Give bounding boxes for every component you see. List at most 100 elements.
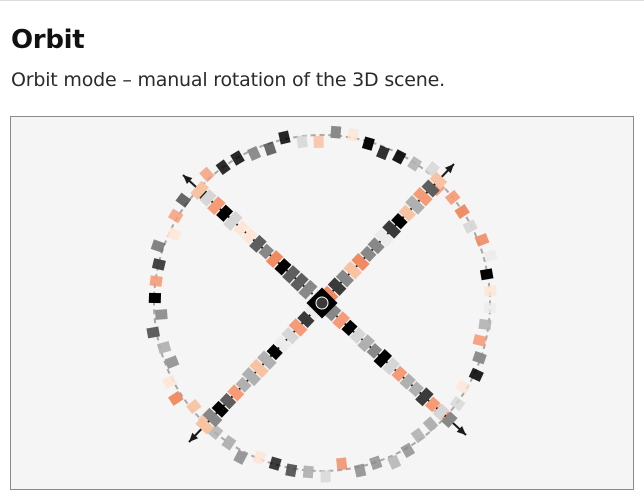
ring-block [330,125,342,139]
axis-block [273,335,292,353]
axis-block [360,245,377,262]
ring-dash [465,216,470,222]
ring-block [263,141,277,156]
axis-arrow-tip [189,432,199,442]
ring-block [369,455,383,471]
ring-dash [183,399,189,405]
axis-block [405,195,425,215]
axis-block [282,265,301,284]
axis-block [265,250,284,269]
ring-dash [444,188,450,194]
ring-block [449,396,466,412]
ring-block [215,159,231,175]
axis-block [235,376,252,393]
ring-dash [259,144,265,149]
ring-block [468,367,484,382]
ring-dash [166,368,171,374]
axis-block [207,196,226,215]
ring-dash [178,391,184,398]
ring-block [199,166,215,183]
ring-block [483,285,497,297]
top-divider [0,0,644,1]
ring-block [146,326,160,339]
axis-block [398,204,416,222]
ring-dash [410,441,417,447]
ring-block [462,219,478,234]
orbit-3d-scene[interactable] [11,117,633,489]
axis-block [324,303,342,322]
ring-block [472,351,487,365]
axis-block [327,277,347,296]
ring-dash [213,170,219,175]
ring-block [376,145,390,161]
ring-block [154,309,168,320]
axis-block [341,319,358,337]
ring-dash [174,384,179,390]
axis-block [415,387,434,407]
axis-block [424,396,441,413]
axis-block [391,213,408,230]
axis-block [366,343,383,359]
axis-block [195,416,214,435]
ring-dash [418,164,424,170]
axis-block [227,384,245,402]
ring-block [247,145,262,162]
ring-block [167,208,184,224]
ring-block [336,457,348,471]
orbit-ring-blocks [146,125,498,483]
axis-block [249,358,269,379]
axis-block [412,186,433,207]
ring-block [164,355,180,369]
axis-block [357,334,375,353]
axis-block [429,171,448,190]
ring-block [455,379,471,395]
axis-block [281,326,300,345]
ring-block [185,398,202,415]
ring-block [353,463,367,478]
ring-dash [153,309,156,315]
ring-block [424,161,441,177]
ring-block [166,227,182,242]
ring-dash [387,454,393,459]
axis-block [216,204,234,222]
ring-block [407,156,423,172]
ring-block [313,135,324,149]
ring-dash [482,256,486,263]
ring-dash [455,201,461,207]
axis-block [266,344,283,361]
axis-block [249,234,267,253]
axis-block [199,189,217,207]
ring-block [148,292,162,304]
axis-block [241,228,258,245]
ring-dash [160,352,164,358]
ring-block [346,127,360,142]
axis-block [351,253,370,272]
ring-dash [450,406,455,412]
axis-block [241,367,262,387]
axis-block [233,220,250,237]
ring-block [149,275,163,287]
axis-block [432,403,450,421]
axis-block [335,269,354,288]
axis-block [304,302,323,321]
ring-block [252,450,267,466]
ring-dash [243,450,249,455]
ring-dash [395,450,401,455]
orbit-center [306,287,338,319]
axis-block [202,407,223,428]
ring-block [320,470,331,483]
ring-block [230,150,245,166]
axis-block [332,311,350,330]
ring-dash [235,446,241,451]
ring-block [361,136,375,151]
axis-block [421,179,440,198]
ring-block [444,189,461,206]
ring-dash [310,134,316,137]
axis-block [343,261,363,280]
ring-dash [194,412,200,418]
ring-dash [319,134,325,136]
orbit-3d-viewport[interactable] [10,116,634,490]
ring-dash [153,318,157,324]
axis-block [297,310,315,328]
ring-block [478,318,492,331]
